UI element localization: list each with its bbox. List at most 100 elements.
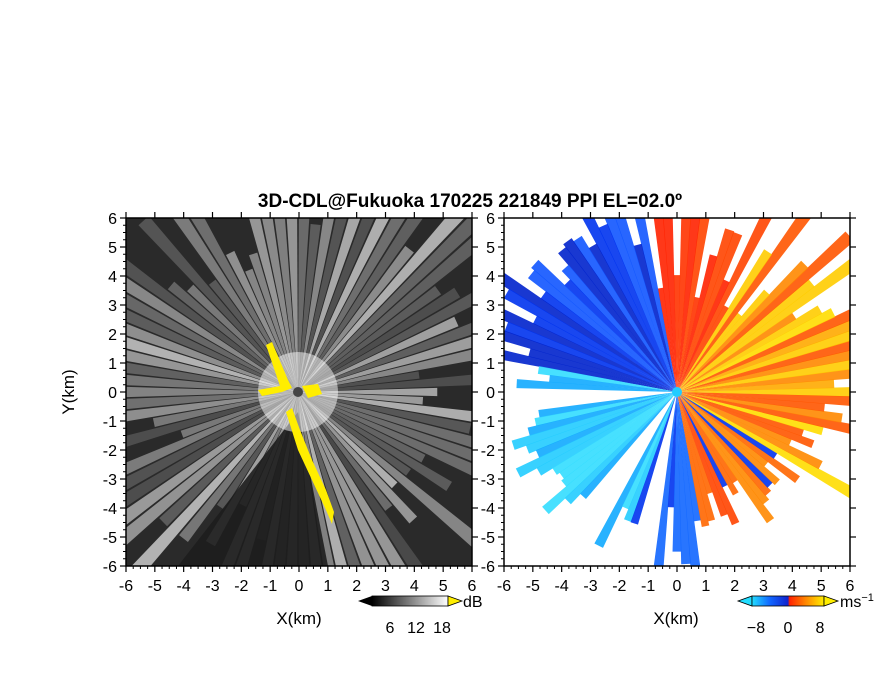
velocity-ray	[677, 392, 740, 526]
velocity-ray	[677, 392, 824, 436]
snr-ray	[298, 392, 472, 422]
snr-ray	[298, 218, 472, 392]
snr-ray	[298, 392, 390, 566]
y-tick-label: 0	[108, 385, 117, 402]
x-tick-label: 3	[759, 578, 768, 595]
snr-panel: -6 -5 -4 -3 -2 -1 0 1 2 3 4 5 6 6543210-1-2-3-4-5-6 …	[59, 211, 478, 628]
velocity-ray	[511, 392, 677, 450]
velocity-ray	[573, 235, 677, 392]
snr-ray	[126, 337, 298, 392]
velocity-colorbar-high-arrow	[823, 595, 840, 607]
velocity-ray	[677, 218, 692, 392]
snr-ray	[126, 258, 298, 392]
yellow-echo-south	[286, 408, 334, 524]
radar-site-marker	[293, 387, 303, 397]
snr-colorbar-tick-12: 12	[407, 620, 425, 637]
velocity-ray	[535, 392, 677, 458]
y-tick-label: 6	[108, 211, 117, 228]
snr-ray	[126, 392, 298, 475]
velocity-x-axis-label: X(km)	[653, 609, 698, 628]
velocity-ray	[516, 379, 677, 392]
velocity-ray	[559, 392, 677, 479]
velocity-x-tick-labels: -6 -5 -4 -3 -2 -1 0 1 2 3 4 5 6	[497, 578, 855, 595]
velocity-ray	[677, 392, 843, 423]
snr-ray	[298, 286, 442, 392]
velocity-ray	[672, 392, 682, 552]
velocity-ray	[677, 228, 735, 392]
velocity-ray	[630, 392, 677, 525]
velocity-ray	[624, 392, 677, 523]
velocity-ray	[504, 350, 677, 392]
y-tick-label: -3	[481, 472, 495, 489]
velocity-ray	[677, 392, 773, 488]
snr-ray	[298, 392, 375, 566]
x-tick-label: 6	[468, 578, 477, 595]
velocity-colorbar-tick-0: 0	[784, 620, 793, 637]
velocity-ray	[504, 309, 677, 392]
x-tick-label: -4	[177, 578, 191, 595]
velocity-panel: -6 -5 -4 -3 -2 -1 0 1 2 3 4 5 6 6543210-1-2-3-4-5-6 …	[481, 211, 856, 628]
velocity-y-tick-labels: 6 5 4 3 2 1 0 -1 -2 -3 -4 -5 -6	[481, 211, 495, 576]
x-tick-label: 4	[788, 578, 797, 595]
velocity-ray	[540, 291, 677, 392]
snr-ray	[126, 392, 298, 447]
y-tick-label: -1	[103, 414, 117, 431]
x-tick-label: 0	[673, 578, 682, 595]
velocity-ray	[515, 392, 677, 478]
y-tick-label: 5	[108, 240, 117, 257]
velocity-ray	[677, 392, 739, 496]
snr-x-axis-label: X(km)	[276, 609, 321, 628]
snr-ray	[286, 218, 298, 392]
snr-ray	[298, 218, 375, 392]
yellow-echo-east	[302, 384, 322, 398]
snr-ray	[167, 281, 298, 392]
velocity-ray	[677, 308, 836, 392]
x-tick-label: -6	[119, 578, 133, 595]
snr-ray	[126, 293, 298, 392]
velocity-ray	[598, 223, 677, 392]
snr-x-tick-labels: -6 -5 -4 -3 -2 -1 0 1 2 3 4 5 6	[119, 578, 477, 595]
velocity-ray	[677, 392, 804, 437]
x-tick-label: 0	[295, 578, 304, 595]
x-tick-label: -5	[526, 578, 540, 595]
figure-title: 3D-CDL@Fukuoka 170225 221849 PPI EL=02.0…	[258, 191, 682, 212]
velocity-ray	[677, 305, 729, 392]
snr-ray	[298, 392, 472, 476]
velocity-ray	[677, 218, 772, 392]
velocity-ray	[677, 392, 775, 524]
velocity-ray	[677, 392, 825, 412]
velocity-ray	[677, 249, 772, 392]
x-tick-label: 1	[323, 578, 332, 595]
velocity-ray	[549, 375, 677, 392]
velocity-ray	[677, 312, 742, 392]
snr-y-axis-label: Y(km)	[59, 369, 78, 414]
snr-y-tick-labels: 6 5 4 3 2 1 0 -1 -2 -3 -4 -5 -6	[103, 211, 117, 576]
velocity-ray	[504, 272, 677, 392]
velocity-ray	[542, 392, 677, 515]
snr-ray	[298, 392, 472, 434]
x-tick-label: -6	[497, 578, 511, 595]
radar-site-marker-velocity	[672, 387, 682, 397]
velocity-colorbar-unit: ms−1	[840, 592, 874, 611]
snr-ray	[298, 245, 414, 392]
snr-axis-ticks	[120, 212, 478, 572]
snr-ray	[298, 236, 472, 392]
velocity-ray	[677, 260, 809, 392]
velocity-ray	[677, 392, 778, 459]
snr-ray	[172, 218, 298, 392]
velocity-ray	[677, 279, 730, 392]
y-tick-label: 4	[108, 269, 117, 286]
snr-ray	[126, 392, 298, 507]
yellow-echo-north	[258, 342, 292, 396]
velocity-ray	[677, 312, 797, 392]
velocity-ray	[677, 392, 738, 484]
snr-ray	[126, 309, 298, 392]
velocity-ray	[677, 218, 812, 392]
velocity-ray	[564, 392, 677, 505]
snr-ray	[179, 392, 298, 542]
x-tick-label: -1	[263, 578, 277, 595]
y-tick-label: 6	[486, 211, 495, 228]
snr-ray	[261, 218, 298, 392]
snr-ray	[298, 218, 424, 392]
x-tick-label: -3	[205, 578, 219, 595]
